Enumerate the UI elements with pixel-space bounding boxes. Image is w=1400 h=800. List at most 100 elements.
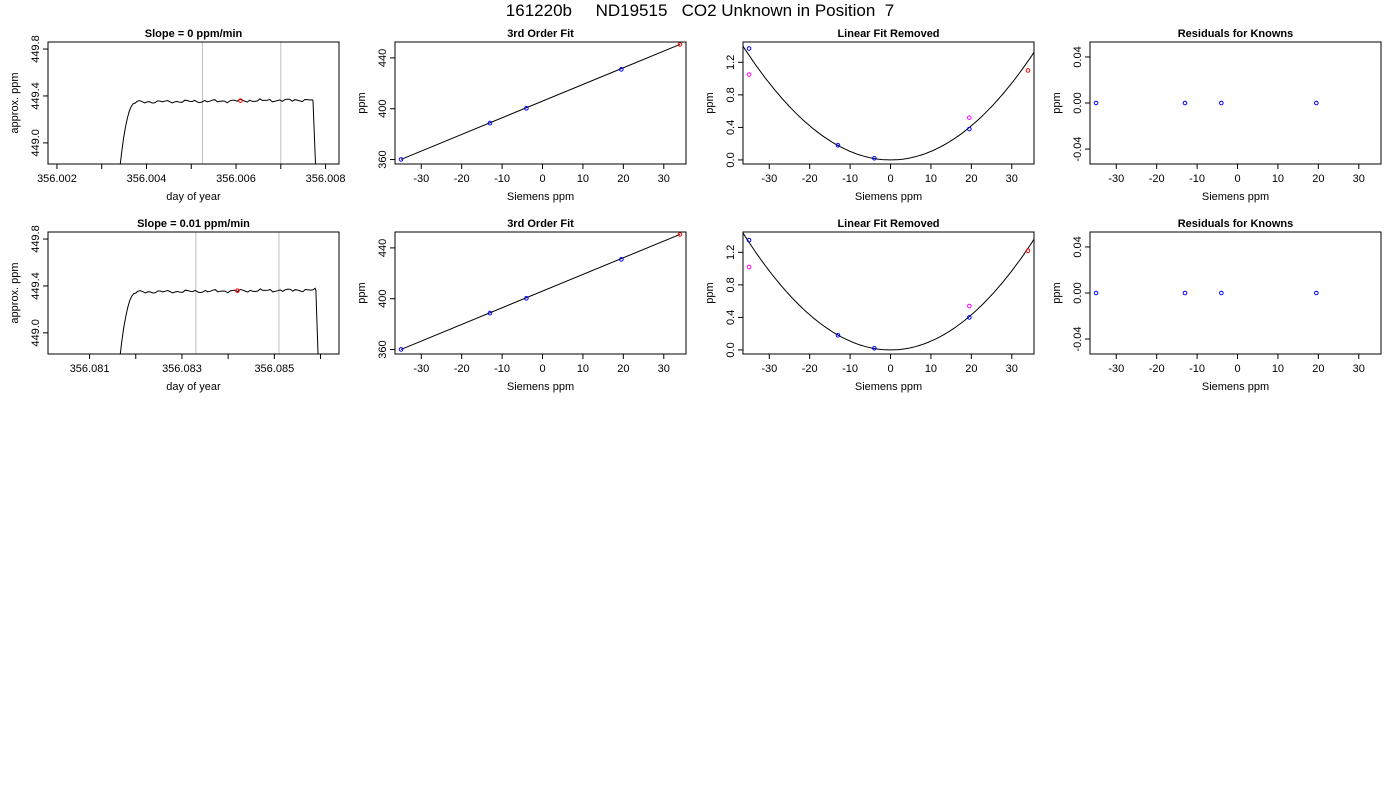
plot-frame [742, 41, 1035, 165]
x-tick-label: -30 [761, 173, 777, 185]
y-tick-label: 400 [377, 100, 389, 118]
x-tick-label: 20 [1312, 173, 1324, 185]
x-axis-label: Siemens ppm [855, 191, 922, 203]
x-axis-label: Siemens ppm [507, 191, 574, 203]
data-point-unknown [677, 42, 683, 47]
y-axis-label: ppm [1051, 92, 1063, 113]
y-tick-label: 440 [377, 49, 389, 67]
x-tick-label: 0 [1234, 173, 1240, 185]
chart-title: Linear Fit Removed [837, 28, 939, 40]
chart-panel-r2c1: Slope = 0.01 ppm/min 356.081 356.083 356.08… [9, 218, 340, 393]
x-tick-label: 10 [577, 363, 589, 375]
x-tick-label: 356.008 [306, 173, 346, 185]
y-tick-label: 0.04 [1072, 236, 1084, 257]
x-axis-label: Siemens ppm [507, 381, 574, 393]
y-tick-label: 0.00 [1072, 282, 1084, 303]
data-point-known [1093, 290, 1099, 296]
x-tick-label: -30 [413, 363, 429, 375]
y-tick-label: 0.4 [725, 120, 737, 135]
chart-title: Residuals for Knowns [1178, 28, 1294, 40]
y-tick-label: -0.04 [1072, 136, 1084, 161]
data-point-removed [967, 303, 972, 309]
x-tick-label: 30 [658, 173, 670, 185]
y-tick-label: 449.4 [30, 82, 42, 110]
x-tick-label: 20 [965, 363, 977, 375]
chart-title: Residuals for Knowns [1178, 218, 1294, 230]
chart-panel-r2c3: Linear Fit Removed -30 -20 -10 0 10 20 30 0.0 0.4… [704, 218, 1035, 393]
x-tick-label: 0 [539, 173, 545, 185]
data-point-unknown [235, 288, 240, 293]
page-title: 161220b ND19515 CO2 Unknown in Position … [505, 1, 895, 20]
y-axis-label: ppm [704, 282, 716, 303]
x-tick-label: -30 [413, 173, 429, 185]
x-tick-label: 30 [1006, 363, 1018, 375]
y-tick-label: 0.8 [725, 277, 737, 292]
chart-title: Slope = 0 ppm/min [145, 28, 243, 40]
x-tick-label: 356.004 [127, 173, 167, 185]
y-tick-label: 449.8 [30, 35, 42, 63]
data-point-known [1182, 290, 1188, 296]
data-point-known [487, 120, 493, 126]
x-tick-label: 10 [1272, 363, 1284, 375]
x-axis-label: Siemens ppm [1202, 381, 1269, 393]
x-tick-label: 20 [1312, 363, 1324, 375]
x-tick-label: 30 [1353, 363, 1365, 375]
x-tick-label: 10 [925, 173, 937, 185]
x-tick-label: -30 [1108, 173, 1124, 185]
plot-frame [394, 231, 687, 355]
y-tick-label: 1.2 [725, 55, 737, 70]
x-tick-label: -10 [1189, 173, 1205, 185]
x-tick-label: 0 [539, 363, 545, 375]
fit-line [400, 233, 681, 350]
x-axis-label: day of year [166, 191, 221, 203]
y-axis-label: ppm [356, 92, 368, 113]
x-tick-label: -20 [1149, 363, 1165, 375]
data-point-known [619, 67, 624, 72]
y-tick-label: 0.8 [725, 87, 737, 102]
x-tick-label: 20 [617, 173, 629, 185]
x-tick-label: 356.006 [216, 173, 256, 185]
x-tick-label: -30 [1108, 363, 1124, 375]
plot-area [400, 233, 681, 350]
plot-frame [1089, 41, 1382, 165]
x-tick-label: 356.002 [37, 173, 77, 185]
data-point-unknown [677, 232, 683, 237]
data-trace [119, 287, 319, 354]
y-tick-label: 0.0 [725, 152, 737, 167]
plot-area [119, 42, 317, 164]
plot-frame [1089, 231, 1382, 355]
y-tick-label: 0.04 [1072, 46, 1084, 67]
x-tick-label: 0 [887, 363, 893, 375]
x-tick-label: 10 [577, 173, 589, 185]
y-tick-label: -0.04 [1072, 326, 1084, 351]
y-tick-label: 449.4 [30, 272, 42, 300]
y-tick-label: 0.00 [1072, 92, 1084, 113]
data-point-known [1182, 100, 1188, 106]
data-point-known [872, 156, 877, 161]
x-tick-label: 356.085 [254, 363, 294, 375]
data-point-known [872, 346, 877, 351]
x-tick-label: 30 [658, 363, 670, 375]
data-point-known [398, 347, 404, 352]
data-point-known [1314, 100, 1319, 106]
x-tick-label: 0 [1234, 363, 1240, 375]
data-trace [119, 98, 317, 164]
data-point-known [746, 46, 752, 51]
y-axis-label: ppm [1051, 282, 1063, 303]
x-tick-label: -30 [761, 363, 777, 375]
plot-area [743, 232, 1034, 351]
plot-area [400, 43, 681, 160]
x-tick-label: 30 [1353, 173, 1365, 185]
chart-title: 3rd Order Fit [507, 28, 574, 40]
data-point-known [746, 237, 752, 243]
data-point-unknown [1025, 68, 1031, 73]
x-tick-label: -10 [842, 363, 858, 375]
x-axis-label: Siemens ppm [855, 381, 922, 393]
y-axis-label: approx. ppm [9, 72, 21, 133]
plot-frame [742, 231, 1035, 355]
chart-panel-r1c3: Linear Fit Removed -30 -20 -10 0 10 20 30 0.0 0.4… [704, 28, 1035, 203]
y-tick-label: 440 [377, 239, 389, 257]
x-tick-label: -20 [1149, 173, 1165, 185]
x-tick-label: 10 [1272, 173, 1284, 185]
